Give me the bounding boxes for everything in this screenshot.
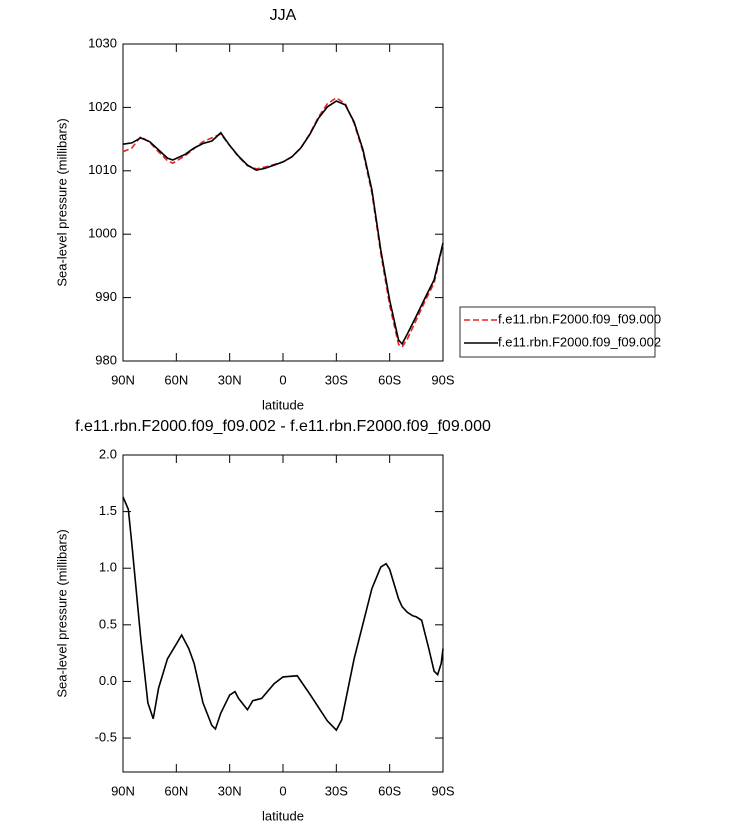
x-tick-label: 60S [378,783,401,798]
x-tick-label: 0 [279,372,286,387]
x-tick-label: 30S [325,372,348,387]
series-line [122,100,444,346]
x-tick-label: 60N [164,372,188,387]
legend-box [459,306,656,358]
series-line [122,96,444,349]
y-tick-label: 1.0 [99,560,117,575]
y-axis-label: Sea-level pressure (millibars) [54,529,69,697]
plot-frame [122,43,444,362]
x-axis-label: latitude [262,808,304,823]
x-tick-label: 60S [378,372,401,387]
y-tick-label: 0.0 [99,673,117,688]
y-tick-label: 1030 [88,35,117,50]
plot-frame [122,454,444,773]
x-tick-label: 90S [431,783,454,798]
chart-title: f.e11.rbn.F2000.f09_f09.002 - f.e11.rbn.… [75,418,491,435]
x-tick-label: 30S [325,783,348,798]
y-tick-label: 990 [95,289,117,304]
x-tick-label: 0 [279,783,286,798]
y-tick-label: 2.0 [99,446,117,461]
y-axis-label: Sea-level pressure (millibars) [54,118,69,286]
y-tick-label: -0.5 [95,729,117,744]
x-axis-label: latitude [262,397,304,412]
x-tick-label: 30N [218,372,242,387]
legend-label: f.e11.rbn.F2000.f09_f09.002 [498,334,661,349]
y-tick-label: 1020 [88,99,117,114]
x-tick-label: 90N [111,372,135,387]
y-tick-label: 1.5 [99,503,117,518]
chart-title: JJA [270,7,297,24]
y-tick-label: 0.5 [99,616,117,631]
x-tick-label: 90S [431,372,454,387]
y-tick-label: 1000 [88,226,117,241]
data-line [122,496,444,732]
legend-label: f.e11.rbn.F2000.f09_f09.000 [498,311,661,326]
x-tick-label: 60N [164,783,188,798]
y-tick-label: 980 [95,352,117,367]
x-tick-label: 90N [111,783,135,798]
x-tick-label: 30N [218,783,242,798]
y-tick-label: 1010 [88,162,117,177]
